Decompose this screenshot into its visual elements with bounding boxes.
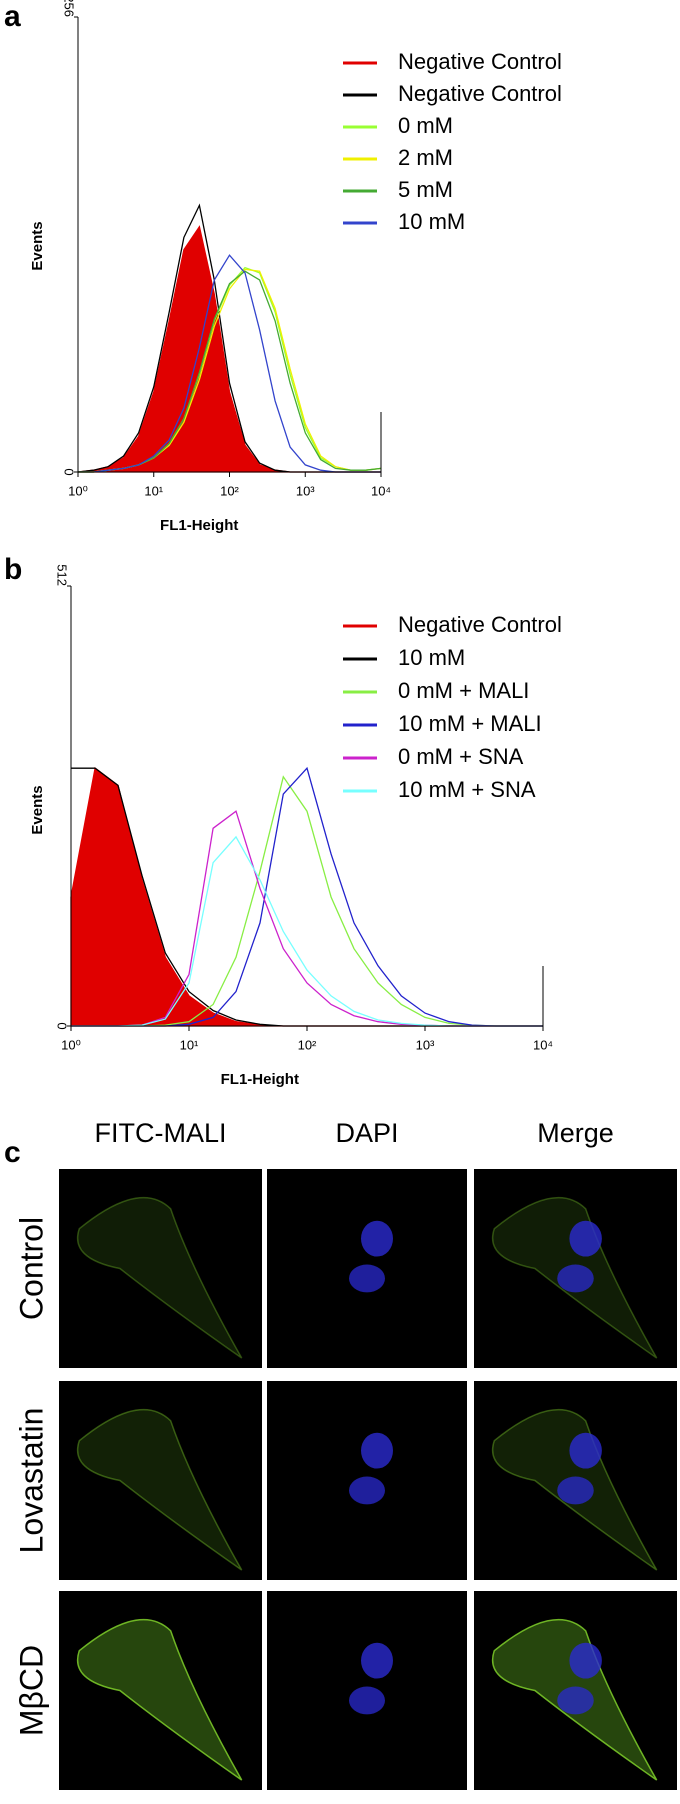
nucleus — [349, 1476, 385, 1505]
nucleus — [557, 1686, 594, 1715]
row-header: Lovastatin — [13, 1408, 49, 1554]
x-tick-label: 10⁴ — [371, 483, 391, 498]
x-tick-label: 10⁰ — [61, 1037, 81, 1052]
x-tick-label: 10⁴ — [533, 1037, 553, 1052]
legend-label: Negative Control — [398, 49, 562, 74]
legend-label: 0 mM + MALI — [398, 678, 529, 703]
x-axis-label: FL1-Height — [160, 517, 238, 534]
legend-label: 0 mM + SNA — [398, 744, 524, 769]
column-header: DAPI — [335, 1118, 398, 1148]
legend-label: 10 mM + SNA — [398, 777, 536, 802]
micrograph — [59, 1381, 262, 1580]
column-header: FITC-MALI — [95, 1118, 227, 1148]
x-tick-label: 10³ — [416, 1037, 435, 1052]
row-header: MβCD — [13, 1645, 49, 1736]
legend-label: 10 mM — [398, 209, 465, 234]
series-area — [70, 767, 543, 1027]
nucleus — [349, 1686, 385, 1715]
y-tick-label: 0 — [55, 1022, 70, 1029]
legend-label: 5 mM — [398, 177, 453, 202]
nucleus — [569, 1220, 602, 1257]
nucleus — [349, 1264, 385, 1293]
panel-label: b — [4, 553, 22, 586]
x-tick-label: 10³ — [296, 483, 315, 498]
legend-label: 10 mM + MALI — [398, 711, 542, 736]
y-axis-label: Events — [29, 221, 46, 270]
x-tick-label: 10² — [298, 1037, 317, 1052]
nucleus — [557, 1476, 594, 1505]
nucleus — [361, 1432, 393, 1469]
row-header: Control — [13, 1217, 49, 1320]
legend-label: 2 mM — [398, 145, 453, 170]
nucleus — [569, 1642, 602, 1679]
column-header: Merge — [537, 1118, 614, 1148]
nucleus — [557, 1264, 594, 1293]
x-tick-label: 10¹ — [180, 1037, 199, 1052]
y-axis-label: Events — [29, 785, 46, 834]
cell-stain — [77, 1196, 243, 1359]
series-area — [77, 225, 381, 473]
legend-label: Negative Control — [398, 81, 562, 106]
y-tick-label: 512 — [55, 564, 70, 586]
legend-label: 10 mM — [398, 645, 465, 670]
nucleus — [569, 1432, 602, 1469]
panel-label: c — [4, 1136, 21, 1169]
cell-stain — [77, 1408, 243, 1571]
x-tick-label: 10⁰ — [68, 483, 88, 498]
x-tick-label: 10² — [220, 483, 239, 498]
legend-label: Negative Control — [398, 612, 562, 637]
legend-label: 0 mM — [398, 113, 453, 138]
nucleus — [361, 1642, 393, 1679]
x-axis-label: FL1-Height — [221, 1071, 299, 1088]
y-tick-label: 256 — [62, 0, 77, 17]
micrograph — [59, 1169, 262, 1368]
y-tick-label: 0 — [62, 468, 77, 475]
cell-stain — [77, 1618, 243, 1781]
panel-label: a — [4, 0, 21, 33]
series-line — [78, 254, 381, 473]
x-tick-label: 10¹ — [144, 483, 163, 498]
nucleus — [361, 1220, 393, 1257]
